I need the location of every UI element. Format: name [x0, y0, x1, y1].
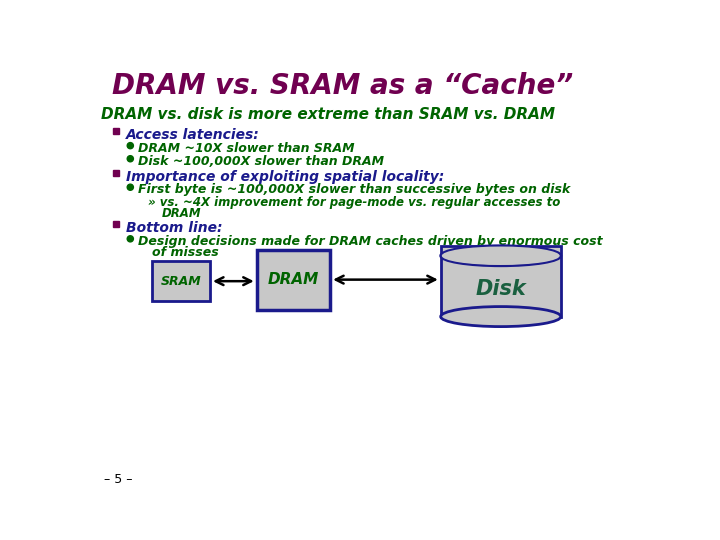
- Bar: [113, 128, 120, 134]
- Bar: [113, 221, 120, 227]
- Ellipse shape: [441, 307, 561, 327]
- Text: Bottom line:: Bottom line:: [126, 221, 222, 235]
- Text: of misses: of misses: [152, 246, 219, 259]
- Circle shape: [127, 143, 133, 148]
- Text: SRAM: SRAM: [161, 275, 202, 288]
- Ellipse shape: [442, 247, 559, 265]
- Ellipse shape: [441, 246, 561, 266]
- Bar: [256, 249, 330, 309]
- Circle shape: [127, 156, 133, 162]
- Bar: [152, 261, 210, 301]
- Text: Design decisions made for DRAM caches driven by enormous cost: Design decisions made for DRAM caches dr…: [138, 235, 603, 248]
- Text: DRAM ~10X slower than SRAM: DRAM ~10X slower than SRAM: [138, 142, 355, 155]
- Circle shape: [127, 184, 133, 190]
- Text: DRAM vs. SRAM as a “Cache”: DRAM vs. SRAM as a “Cache”: [112, 72, 573, 100]
- Text: DRAM vs. disk is more extreme than SRAM vs. DRAM: DRAM vs. disk is more extreme than SRAM …: [101, 107, 555, 122]
- Text: Disk: Disk: [475, 279, 526, 299]
- Text: DRAM: DRAM: [162, 207, 202, 220]
- Circle shape: [127, 236, 133, 242]
- Text: Disk ~100,000X slower than DRAM: Disk ~100,000X slower than DRAM: [138, 155, 384, 168]
- Text: » vs. ~4X improvement for page-mode vs. regular accesses to: » vs. ~4X improvement for page-mode vs. …: [148, 197, 560, 210]
- Text: – 5 –: – 5 –: [104, 473, 132, 486]
- Text: First byte is ~100,000X slower than successive bytes on disk: First byte is ~100,000X slower than succ…: [138, 184, 570, 197]
- Text: Importance of exploiting spatial locality:: Importance of exploiting spatial localit…: [126, 170, 444, 184]
- Bar: [113, 170, 120, 176]
- Text: Access latencies:: Access latencies:: [126, 128, 259, 142]
- Bar: [441, 246, 561, 316]
- Text: DRAM: DRAM: [268, 272, 319, 287]
